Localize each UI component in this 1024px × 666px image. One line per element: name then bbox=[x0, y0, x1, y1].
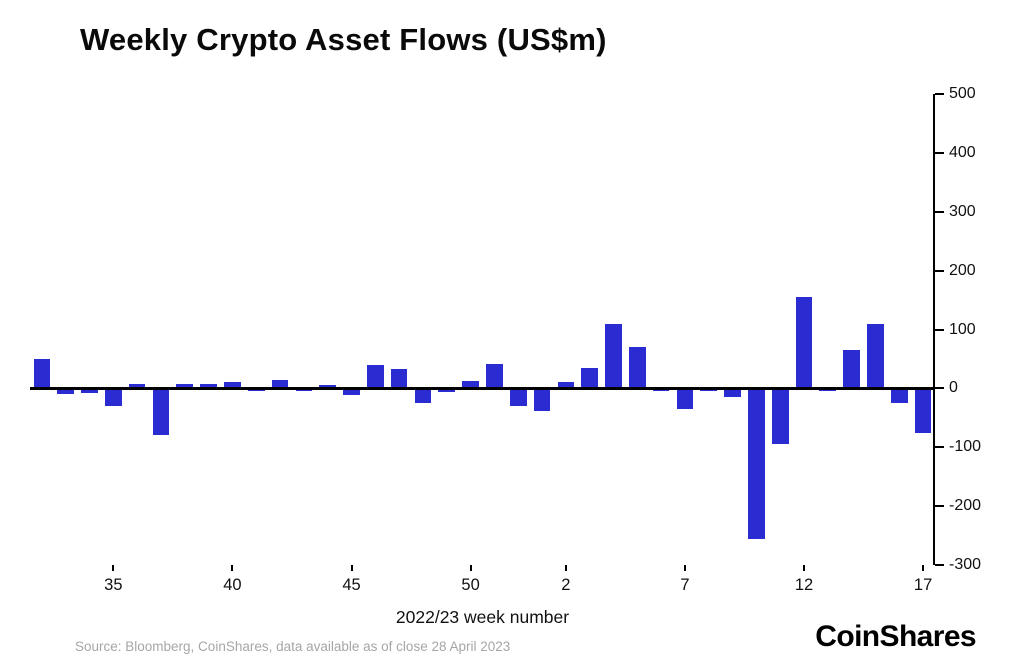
bar-week-44 bbox=[319, 385, 337, 389]
bar-week-10 bbox=[748, 388, 765, 539]
bar-week-33 bbox=[57, 388, 75, 395]
bar-week-41 bbox=[247, 388, 265, 392]
x-tick bbox=[112, 565, 115, 571]
bar-week-4 bbox=[605, 323, 622, 389]
x-tick bbox=[683, 565, 686, 571]
bar-week-34 bbox=[81, 388, 98, 394]
bar-week-1 bbox=[533, 388, 551, 411]
y-tick-label: -100 bbox=[949, 438, 982, 456]
y-tick bbox=[935, 564, 944, 566]
x-tick bbox=[231, 565, 234, 571]
bar-week-11 bbox=[771, 388, 789, 445]
y-tick-label: 200 bbox=[949, 261, 976, 279]
bar-week-40 bbox=[224, 382, 241, 389]
y-tick-label: -300 bbox=[949, 556, 982, 573]
bar-week-39 bbox=[200, 383, 217, 389]
y-tick-label: 100 bbox=[949, 320, 976, 338]
y-tick bbox=[935, 328, 944, 331]
bar-week-32 bbox=[33, 358, 51, 389]
x-tick-label: 17 bbox=[913, 576, 933, 594]
chart-title: Weekly Crypto Asset Flows (US$m) bbox=[80, 22, 607, 57]
x-tick bbox=[564, 565, 567, 571]
bar-week-38 bbox=[176, 383, 194, 389]
y-tick bbox=[935, 387, 944, 390]
bar-week-17 bbox=[914, 388, 932, 433]
bar-week-3 bbox=[581, 367, 598, 389]
y-tick bbox=[935, 505, 944, 508]
bar-week-46 bbox=[366, 364, 384, 389]
bar-week-12 bbox=[795, 297, 813, 389]
x-tick bbox=[350, 565, 353, 571]
bar-week-36 bbox=[128, 383, 146, 389]
bar-week-52 bbox=[509, 388, 527, 407]
x-tick-label: 40 bbox=[223, 576, 242, 594]
y-tick-label: 300 bbox=[949, 202, 976, 220]
bar-week-5 bbox=[628, 347, 646, 389]
bar-week-48 bbox=[414, 388, 432, 404]
bar-week-49 bbox=[438, 388, 456, 392]
x-tick bbox=[803, 565, 805, 571]
bar-week-16 bbox=[890, 388, 908, 404]
x-tick-label: 12 bbox=[794, 576, 814, 594]
x-tick bbox=[922, 565, 925, 571]
source-note: Source: Bloomberg, CoinShares, data avai… bbox=[75, 639, 511, 654]
x-tick-label: 50 bbox=[461, 576, 480, 594]
bar-week-45 bbox=[343, 388, 360, 396]
x-tick-label: 2 bbox=[561, 576, 571, 594]
bar-week-7 bbox=[676, 388, 694, 409]
bar-week-2 bbox=[557, 382, 575, 389]
y-tick bbox=[935, 446, 944, 449]
y-tick-label: -200 bbox=[949, 497, 982, 515]
bar-week-47 bbox=[390, 368, 408, 389]
y-tick-label: 0 bbox=[949, 379, 958, 397]
x-tick-label: 7 bbox=[680, 576, 690, 594]
bar-week-51 bbox=[486, 363, 503, 389]
bar-week-9 bbox=[724, 388, 741, 398]
coinshares-logo: CoinShares bbox=[815, 620, 976, 653]
y-tick-label: 400 bbox=[949, 143, 976, 161]
x-axis-zero-line bbox=[30, 387, 935, 390]
bar-week-35 bbox=[105, 388, 122, 407]
y-tick bbox=[935, 93, 944, 95]
x-axis-title: 2022/23 week number bbox=[395, 607, 570, 627]
x-tick-label: 45 bbox=[342, 576, 361, 594]
y-tick bbox=[935, 210, 944, 213]
x-tick bbox=[469, 565, 472, 571]
bar-week-50 bbox=[462, 381, 479, 389]
bar-chart-plot: 500 400 300 200 100 0 -100 -200 -300 35 40 45 50 2 7 12… bbox=[30, 85, 981, 594]
x-tick-label: 35 bbox=[104, 576, 123, 594]
bar-week-42 bbox=[271, 379, 289, 389]
bar-week-37 bbox=[152, 388, 170, 436]
bar-week-6 bbox=[652, 388, 670, 392]
bar-week-14 bbox=[843, 350, 860, 389]
y-tick bbox=[935, 151, 944, 154]
y-tick bbox=[935, 269, 944, 272]
y-tick-label: 500 bbox=[949, 85, 976, 102]
bar-week-15 bbox=[867, 323, 884, 389]
y-axis-line bbox=[932, 94, 935, 565]
